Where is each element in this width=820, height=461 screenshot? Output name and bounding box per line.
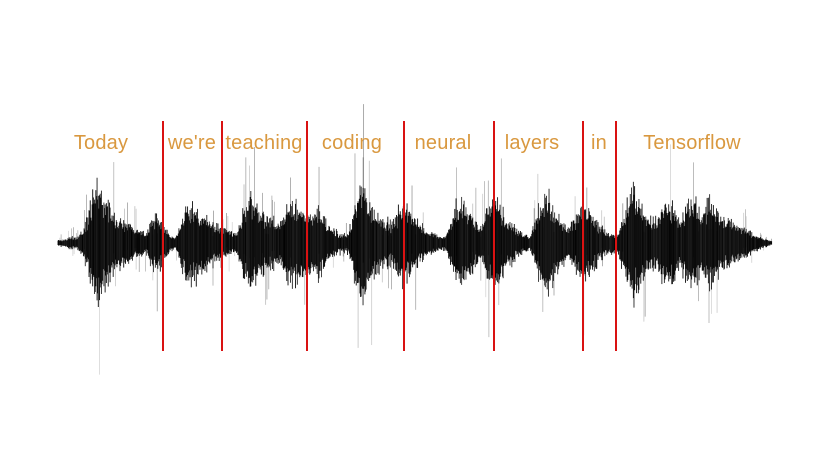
boundary-3 (306, 121, 308, 351)
boundary-4 (403, 121, 405, 351)
word-label-were: we're (167, 132, 217, 154)
word-label-neural: neural (414, 132, 472, 154)
boundary-2 (221, 121, 223, 351)
boundary-7 (615, 121, 617, 351)
word-label-tensorflow: Tensorflow (643, 132, 741, 154)
boundary-5 (493, 121, 495, 351)
word-label-in: in (591, 132, 607, 154)
boundary-1 (162, 121, 164, 351)
word-label-teaching: teaching (225, 132, 303, 154)
word-label-coding: coding (321, 132, 383, 154)
boundary-6 (582, 121, 584, 351)
word-label-layers: layers (504, 132, 560, 154)
word-label-today: Today (73, 132, 129, 154)
